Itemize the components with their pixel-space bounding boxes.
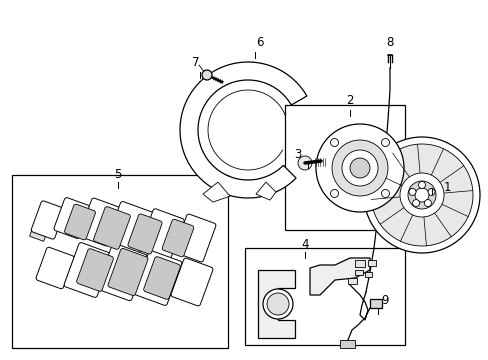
FancyBboxPatch shape <box>54 198 90 238</box>
FancyBboxPatch shape <box>64 243 112 297</box>
Circle shape <box>427 188 434 195</box>
FancyBboxPatch shape <box>162 219 193 257</box>
FancyBboxPatch shape <box>36 247 74 289</box>
Circle shape <box>408 188 415 195</box>
Circle shape <box>412 199 419 207</box>
Bar <box>12 175 227 348</box>
Circle shape <box>370 144 472 246</box>
Polygon shape <box>309 258 369 295</box>
Circle shape <box>349 158 369 178</box>
Circle shape <box>330 189 338 197</box>
Circle shape <box>418 181 425 189</box>
Bar <box>339 340 354 348</box>
FancyBboxPatch shape <box>143 257 180 300</box>
Circle shape <box>266 293 288 315</box>
Text: 4: 4 <box>301 238 308 251</box>
Circle shape <box>330 139 338 147</box>
FancyBboxPatch shape <box>108 248 148 296</box>
Circle shape <box>341 150 377 186</box>
Bar <box>29 229 46 241</box>
FancyBboxPatch shape <box>128 214 162 254</box>
Polygon shape <box>203 182 229 202</box>
Text: 8: 8 <box>386 36 393 49</box>
Bar <box>354 260 364 267</box>
Circle shape <box>399 173 443 217</box>
FancyBboxPatch shape <box>106 202 153 255</box>
FancyBboxPatch shape <box>97 243 147 301</box>
Bar <box>57 252 73 264</box>
Text: 3: 3 <box>294 148 301 162</box>
Circle shape <box>407 181 435 209</box>
Bar <box>367 260 375 266</box>
FancyBboxPatch shape <box>171 258 212 306</box>
Polygon shape <box>256 182 275 200</box>
Text: 7: 7 <box>192 55 199 68</box>
Circle shape <box>381 189 388 197</box>
FancyBboxPatch shape <box>93 207 130 249</box>
FancyBboxPatch shape <box>134 251 182 305</box>
FancyBboxPatch shape <box>140 209 184 259</box>
FancyBboxPatch shape <box>64 204 95 240</box>
Circle shape <box>263 289 292 319</box>
Text: 5: 5 <box>114 168 122 181</box>
Circle shape <box>424 199 430 207</box>
Text: 2: 2 <box>346 94 353 107</box>
FancyBboxPatch shape <box>174 214 216 262</box>
Circle shape <box>315 124 403 212</box>
Bar <box>347 278 356 284</box>
Bar <box>48 275 61 285</box>
Text: 6: 6 <box>256 36 263 49</box>
Text: 1: 1 <box>442 181 450 194</box>
Bar <box>244 248 404 345</box>
Circle shape <box>363 137 479 253</box>
FancyBboxPatch shape <box>31 201 64 239</box>
Circle shape <box>202 70 212 80</box>
Bar <box>285 105 404 230</box>
Bar <box>369 299 381 308</box>
Polygon shape <box>180 62 306 198</box>
FancyBboxPatch shape <box>77 249 113 291</box>
Text: 9: 9 <box>381 293 388 306</box>
FancyBboxPatch shape <box>79 198 121 246</box>
Circle shape <box>381 139 388 147</box>
Bar <box>354 270 362 275</box>
Circle shape <box>414 188 428 202</box>
Circle shape <box>331 140 387 196</box>
Polygon shape <box>258 270 294 338</box>
Circle shape <box>297 156 311 170</box>
Bar <box>364 272 371 277</box>
